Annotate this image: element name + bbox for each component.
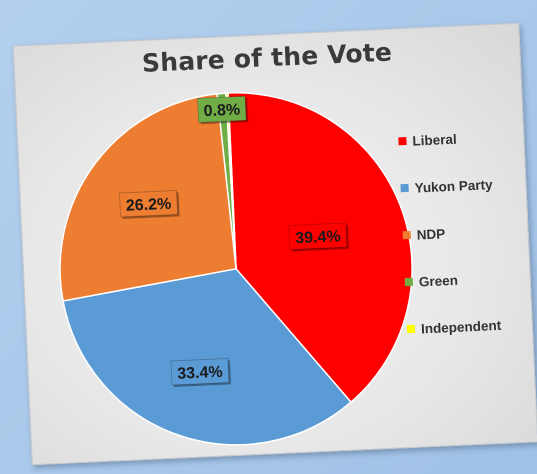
legend-label-independent: Independent xyxy=(420,317,502,336)
legend-item-liberal: Liberal xyxy=(398,126,524,152)
legend-swatch-liberal xyxy=(398,136,407,146)
legend-swatch-yukon-party xyxy=(400,183,409,193)
legend-item-yukon-party: Yukon Party xyxy=(400,173,526,199)
legend-swatch-green xyxy=(404,277,414,287)
data-label-box xyxy=(197,95,247,123)
pie-chart: 39.4% 33.4% 26.2% 0.8% xyxy=(59,92,413,446)
data-label-ndp: 26.2% xyxy=(119,190,180,219)
legend-item-independent: Independent xyxy=(406,313,533,339)
legend-label-ndp: NDP xyxy=(416,225,446,243)
data-label-green: 0.8% xyxy=(197,95,249,125)
pie-slice-independent xyxy=(225,92,237,269)
data-label-yukon-party: 33.4% xyxy=(170,358,232,387)
data-label-box xyxy=(119,190,178,218)
pie-slice-yukon-party xyxy=(62,267,353,446)
pie-data-labels: 39.4% 33.4% 26.2% 0.8% xyxy=(119,95,349,387)
legend-item-green: Green xyxy=(404,267,530,293)
data-label-liberal: 39.4% xyxy=(288,222,349,252)
legend-swatch-ndp xyxy=(402,230,411,240)
legend-label-liberal: Liberal xyxy=(412,131,458,149)
pie-slices xyxy=(59,92,413,446)
data-label-text-ndp: 26.2% xyxy=(126,196,172,215)
data-label-box xyxy=(288,222,348,250)
legend-swatch-independent xyxy=(406,324,416,334)
legend-item-ndp: NDP xyxy=(402,220,528,246)
data-label-box xyxy=(170,358,230,386)
legend-label-green: Green xyxy=(418,272,459,290)
data-label-text-yukon-party: 33.4% xyxy=(177,364,223,383)
legend-label-yukon-party: Yukon Party xyxy=(414,176,493,196)
chart-legend: Liberal Yukon Party NDP Green Independent xyxy=(398,126,534,366)
chart-card: Share of the Vote 39.4% 33.4% 26.2% 0.8% Li… xyxy=(12,22,537,466)
data-label-text-liberal: 39.4% xyxy=(295,228,341,247)
data-label-text-green: 0.8% xyxy=(203,101,240,120)
